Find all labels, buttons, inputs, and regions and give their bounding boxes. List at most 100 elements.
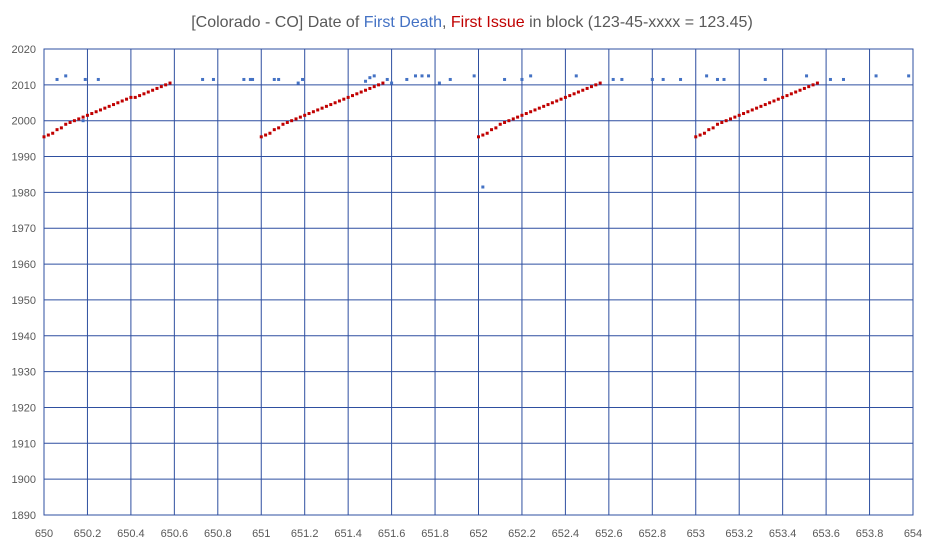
data-point — [594, 83, 598, 87]
x-tick-label: 650.6 — [161, 528, 189, 540]
data-point — [138, 94, 142, 98]
data-point — [661, 77, 665, 81]
data-point — [828, 77, 832, 81]
data-point — [301, 77, 305, 81]
x-tick-label: 653.4 — [769, 528, 797, 540]
data-point — [711, 126, 715, 130]
x-tick-label: 651 — [252, 528, 270, 540]
data-point — [83, 77, 87, 81]
data-point — [490, 128, 494, 132]
data-point — [390, 81, 394, 85]
data-point — [789, 92, 793, 96]
data-point — [776, 97, 780, 101]
data-point — [307, 112, 311, 116]
data-point — [805, 74, 809, 78]
data-point — [146, 90, 150, 94]
data-point — [298, 115, 302, 119]
data-point — [381, 81, 385, 85]
data-point — [259, 135, 263, 139]
data-point — [201, 77, 205, 81]
data-point — [142, 92, 146, 96]
data-point — [537, 106, 541, 110]
data-point — [437, 81, 441, 85]
data-point — [281, 122, 285, 126]
data-point — [620, 77, 624, 81]
y-tick-label: 2000 — [12, 116, 36, 128]
data-point — [702, 131, 706, 135]
data-point — [420, 74, 424, 78]
x-tick-label: 653.2 — [725, 528, 753, 540]
data-point — [405, 77, 409, 81]
title-suffix: in block (123-45-xxxx = 123.45) — [525, 14, 753, 31]
y-tick-label: 1960 — [12, 259, 36, 271]
data-point — [524, 112, 528, 116]
data-point — [133, 95, 137, 99]
x-tick-label: 651.2 — [291, 528, 319, 540]
data-point — [705, 74, 709, 78]
data-point — [589, 85, 593, 89]
data-points — [42, 74, 911, 189]
data-point — [346, 95, 350, 99]
x-tick-label: 652.4 — [552, 528, 580, 540]
data-point — [294, 117, 298, 121]
data-point — [103, 106, 107, 110]
data-point — [333, 101, 337, 105]
data-point — [329, 103, 333, 107]
data-point — [120, 99, 124, 103]
data-point — [272, 128, 276, 132]
data-point — [64, 74, 68, 78]
data-point — [324, 104, 328, 108]
data-point — [574, 74, 578, 78]
data-point — [268, 131, 272, 135]
data-point — [272, 77, 276, 81]
data-point — [707, 128, 711, 132]
data-point — [303, 113, 307, 117]
data-point — [448, 77, 452, 81]
data-point — [559, 97, 563, 101]
data-point — [337, 99, 341, 103]
x-tick-label: 650.4 — [117, 528, 145, 540]
data-point — [715, 77, 719, 81]
data-point — [516, 115, 520, 119]
data-point — [368, 86, 372, 90]
data-point — [211, 77, 215, 81]
axis-ticks: 650 650.2 650.4 650.6 650.8 651 651.2 651.4 651.… — [12, 44, 923, 540]
data-point — [46, 133, 50, 137]
data-point — [413, 74, 417, 78]
x-tick-label: 650.2 — [74, 528, 102, 540]
data-point — [546, 103, 550, 107]
data-point — [285, 120, 289, 124]
data-point — [77, 117, 81, 121]
data-point — [742, 112, 746, 116]
data-point — [529, 110, 533, 114]
chart-grid — [43, 48, 914, 516]
y-tick-label: 2020 — [12, 44, 36, 56]
data-point — [316, 108, 320, 112]
data-point — [372, 85, 376, 89]
data-point — [168, 81, 172, 85]
x-tick-label: 652 — [469, 528, 487, 540]
data-point — [55, 77, 59, 81]
data-point — [372, 74, 376, 78]
data-point — [715, 122, 719, 126]
data-point — [503, 77, 507, 81]
data-point — [598, 81, 602, 85]
y-tick-label: 1900 — [12, 474, 36, 486]
data-point — [64, 122, 68, 126]
title-first-death: First Death — [364, 14, 442, 31]
data-point — [581, 88, 585, 92]
data-point — [650, 77, 654, 81]
data-point — [755, 106, 759, 110]
data-point — [129, 95, 133, 99]
data-point — [763, 77, 767, 81]
data-point — [377, 83, 381, 87]
data-point — [759, 104, 763, 108]
data-point — [572, 92, 576, 96]
data-point — [290, 119, 294, 123]
data-point — [494, 126, 498, 130]
data-point — [811, 83, 815, 87]
data-point — [802, 86, 806, 90]
data-point — [815, 81, 819, 85]
data-point — [477, 135, 480, 139]
data-point — [772, 99, 776, 103]
